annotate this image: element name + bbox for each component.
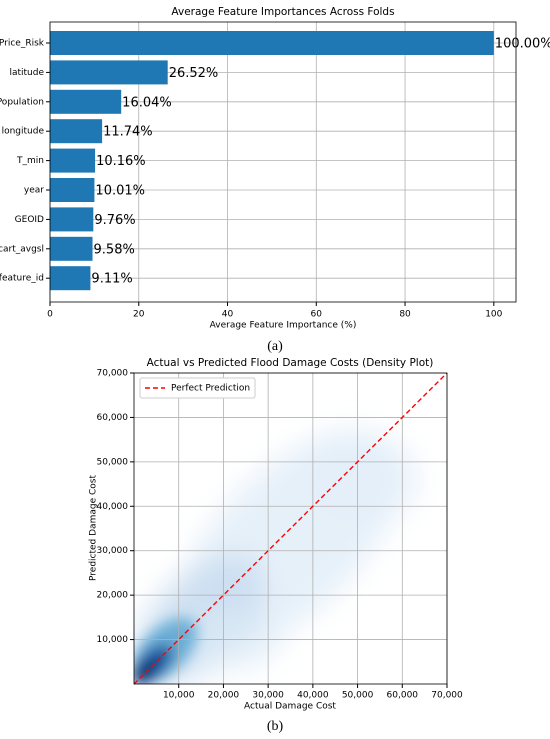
value-label: 9.58% <box>94 242 135 257</box>
y-tick-label: cart_avgsl <box>0 244 44 254</box>
y-tick-label: latitude <box>9 68 44 78</box>
x-tick-label: 70,000 <box>431 691 463 701</box>
plot-frame <box>133 372 448 685</box>
bar <box>50 31 494 55</box>
bar <box>50 119 103 144</box>
x-tick-label: 0 <box>47 310 53 320</box>
x-axis-label: Actual Damage Cost <box>244 702 336 712</box>
y-tick-label: GEOID <box>15 215 44 225</box>
y-tick-label: Price_Risk <box>0 39 45 49</box>
bar <box>50 236 93 261</box>
y-tick-label: 60,000 <box>97 413 129 423</box>
x-tick-label: 100 <box>485 310 502 320</box>
y-tick-label: feature_id <box>0 274 44 284</box>
y-tick-label: 10,000 <box>97 635 129 645</box>
value-label: 100.00% <box>495 37 550 52</box>
x-axis-label: Average Feature Importance (%) <box>210 321 357 331</box>
value-label: 10.16% <box>96 154 146 169</box>
bar <box>50 89 122 114</box>
y-tick-label: 30,000 <box>97 546 129 556</box>
x-tick-label: 50,000 <box>342 691 374 701</box>
value-label: 26.52% <box>169 66 219 81</box>
legend-label: Perfect Prediction <box>171 384 250 394</box>
y-tick-label: 50,000 <box>97 457 129 467</box>
value-label: 9.76% <box>94 213 135 228</box>
bar <box>50 207 94 232</box>
value-label: 9.11% <box>91 272 132 287</box>
bar <box>50 266 91 291</box>
y-tick-label: Population <box>0 97 44 107</box>
density <box>134 429 420 684</box>
x-tick-label: 20,000 <box>208 691 240 701</box>
y-tick-label: year <box>24 186 44 196</box>
caption: (b) <box>267 719 284 734</box>
x-tick-label: 20 <box>133 310 145 320</box>
legend-box <box>139 377 256 399</box>
x-tick-label: 10,000 <box>163 691 195 701</box>
chart-title: Actual vs Predicted Flood Damage Costs (… <box>147 357 434 369</box>
x-tick-label: 40,000 <box>297 691 329 701</box>
y-tick-label: longitude <box>2 127 45 137</box>
value-label: 16.04% <box>122 95 172 110</box>
value-label: 11.74% <box>103 125 153 140</box>
bar <box>50 60 168 85</box>
value-label: 10.01% <box>95 184 145 199</box>
x-tick-label: 60,000 <box>387 691 419 701</box>
x-tick-label: 80 <box>399 310 411 320</box>
line-series <box>133 372 448 685</box>
x-tick-label: 30,000 <box>252 691 284 701</box>
y-tick-label: T_min <box>16 156 44 166</box>
caption: (a) <box>267 339 283 354</box>
y-tick-label: 70,000 <box>97 369 129 379</box>
y-axis-label: Predicted Damage Cost <box>89 475 99 581</box>
y-tick-label: 40,000 <box>97 502 129 512</box>
x-tick-label: 40 <box>222 310 234 320</box>
legend: Perfect Prediction <box>139 377 256 399</box>
plot-frame <box>49 21 517 303</box>
x-tick-label: 60 <box>311 310 323 320</box>
chart-title: Average Feature Importances Across Folds <box>171 6 394 18</box>
bar <box>50 148 96 173</box>
bar <box>50 178 95 202</box>
y-tick-label: 20,000 <box>97 591 129 601</box>
